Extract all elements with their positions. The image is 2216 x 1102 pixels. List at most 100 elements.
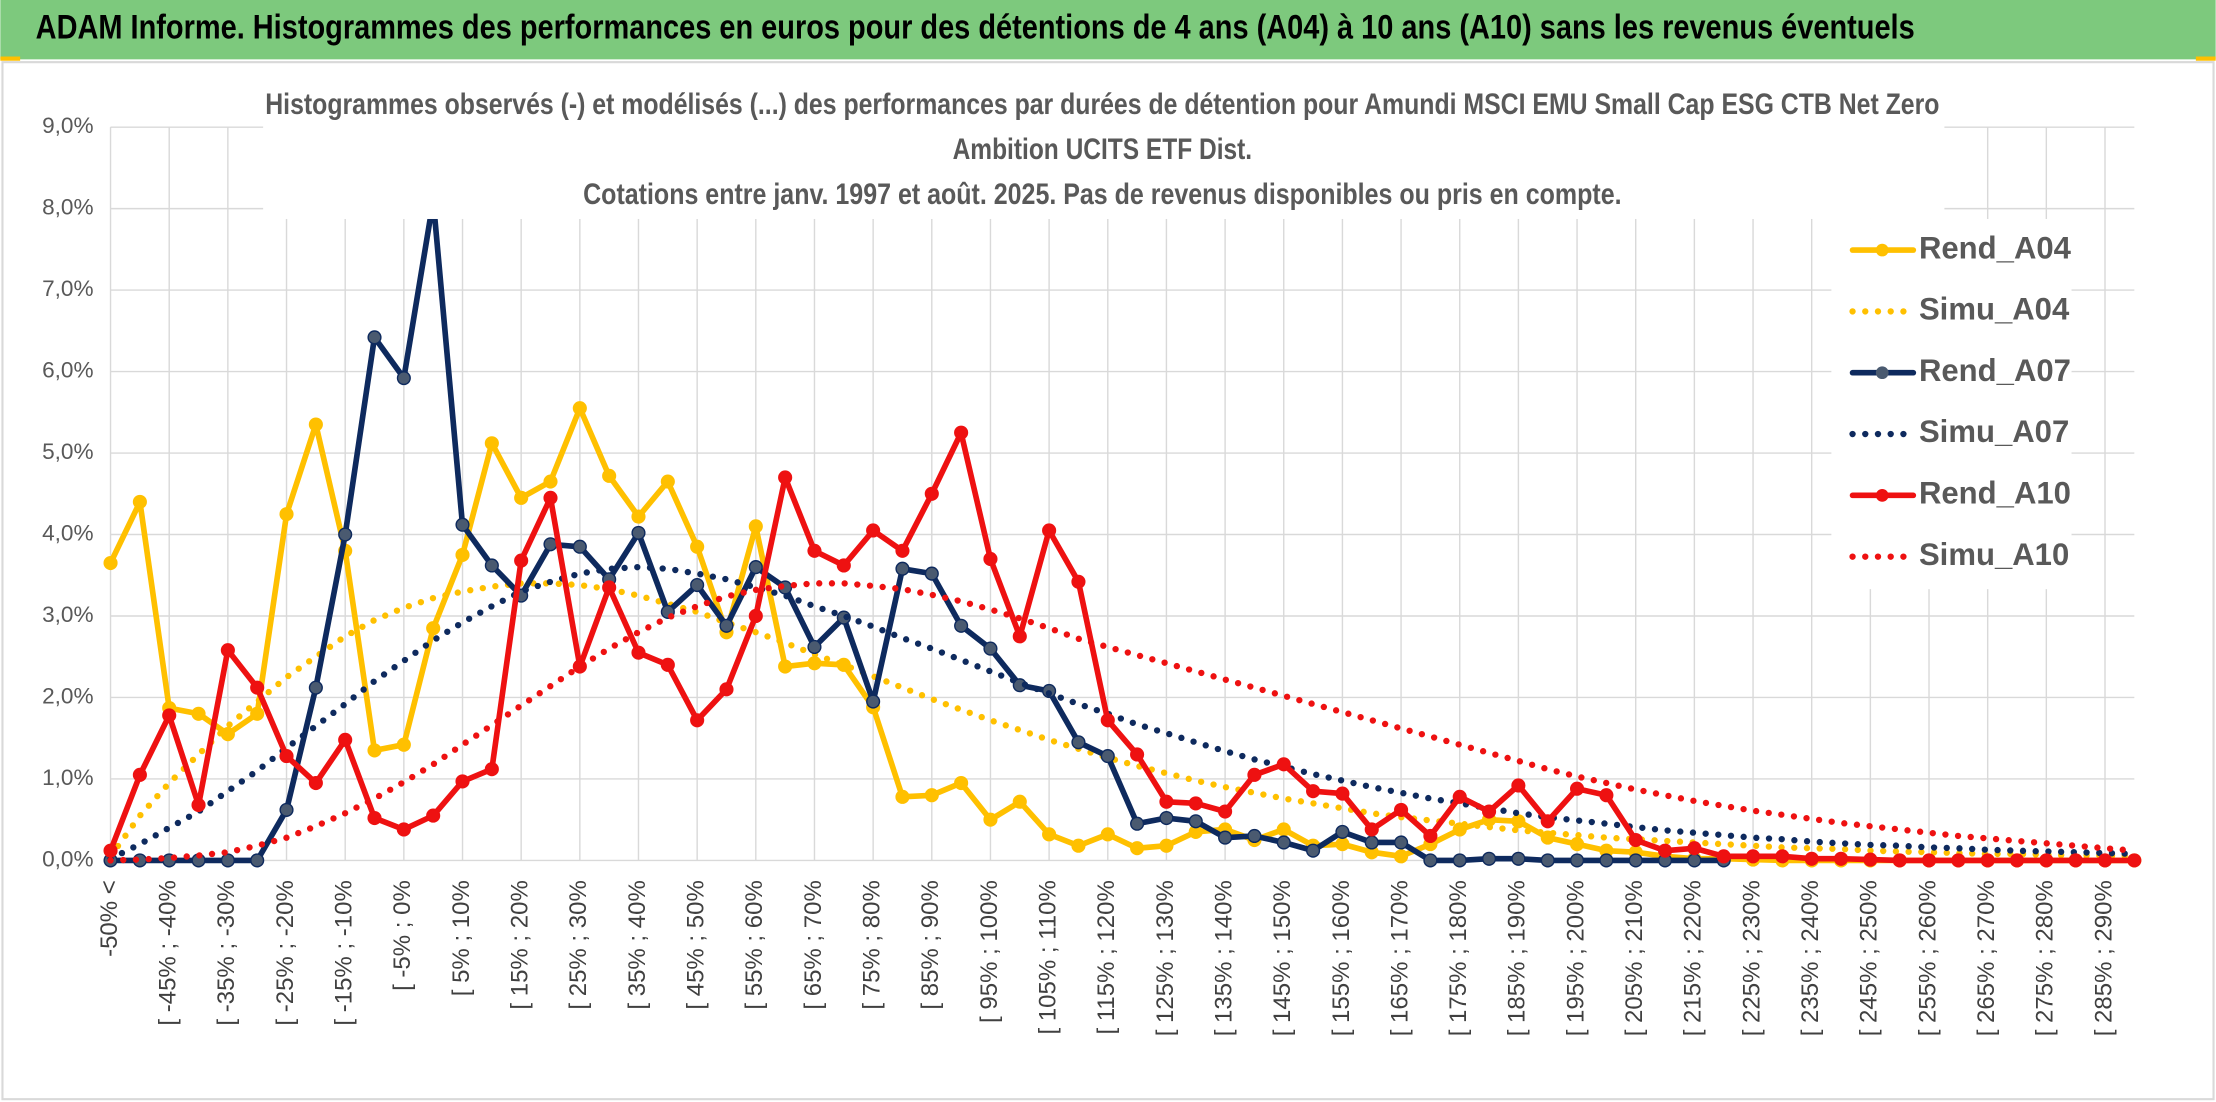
y-tick-label: 4,0% xyxy=(42,520,94,545)
data-point xyxy=(1482,851,1497,866)
data-point xyxy=(1276,757,1291,772)
x-tick-label: [ 105% ; 110% xyxy=(1034,880,1061,1034)
data-point xyxy=(1071,838,1086,853)
data-point xyxy=(1540,853,1555,868)
data-point xyxy=(1218,804,1233,819)
data-point xyxy=(836,558,851,573)
x-tick-label: [ 65% ; 70% xyxy=(800,880,827,1009)
series-line xyxy=(107,405,2138,864)
y-tick-label: 9,0% xyxy=(42,113,94,138)
x-tick-label: [ 165% ; 170% xyxy=(1386,880,1413,1036)
data-point xyxy=(924,788,939,803)
data-point xyxy=(220,643,235,658)
legend-marker xyxy=(1875,488,1889,502)
data-point xyxy=(1745,849,1761,864)
y-tick-label: 8,0% xyxy=(42,195,94,220)
data-point xyxy=(250,680,265,695)
series-line xyxy=(107,563,2138,862)
data-point xyxy=(1394,802,1409,817)
x-tick-label: [ 135% ; 140% xyxy=(1210,880,1237,1036)
data-point xyxy=(279,507,294,522)
data-point xyxy=(895,561,910,576)
data-point xyxy=(455,547,470,562)
data-point xyxy=(543,490,558,505)
data-point xyxy=(1276,822,1291,837)
chart-border xyxy=(1,61,2215,1101)
data-point xyxy=(1100,749,1115,764)
x-tick-label: [ -45% ; -40% xyxy=(155,880,182,1025)
series-line xyxy=(107,580,2138,860)
data-point xyxy=(2127,853,2142,868)
data-point xyxy=(660,657,675,672)
data-point xyxy=(1687,853,1702,868)
corner-tab xyxy=(2195,56,2216,61)
overlay: Histogrammes observés (-) et modélisés (… xyxy=(263,81,2072,590)
data-point xyxy=(1159,838,1174,853)
data-point xyxy=(455,774,470,789)
data-point xyxy=(1071,574,1086,589)
data-point xyxy=(924,486,939,501)
y-tick-label: 0,0% xyxy=(42,846,94,871)
x-tick-label: [ 15% ; 20% xyxy=(507,880,534,1009)
data-point xyxy=(748,608,763,624)
x-tick-label: [ -35% ; -30% xyxy=(213,880,240,1025)
data-point xyxy=(1599,788,1614,803)
data-point xyxy=(924,566,939,581)
data-point xyxy=(1100,827,1115,842)
data-point xyxy=(778,470,793,485)
data-point xyxy=(191,797,206,813)
x-tick-label: [ 275% ; 280% xyxy=(2032,880,2059,1036)
x-tick-label: [ 85% ; 90% xyxy=(917,880,944,1009)
data-point xyxy=(1452,853,1467,868)
data-point xyxy=(1569,837,1585,852)
x-tick-label: [ -25% ; -20% xyxy=(272,880,299,1025)
y-tick-label: 5,0% xyxy=(42,439,94,464)
legend-label: Rend_A07 xyxy=(1919,353,2071,388)
x-tick-label: [ 215% ; 220% xyxy=(1680,880,1707,1036)
y-tick-label: 1,0% xyxy=(42,765,94,790)
data-point xyxy=(954,618,969,633)
data-point xyxy=(1863,852,1878,867)
data-point xyxy=(1364,822,1379,837)
data-point xyxy=(1687,841,1702,856)
data-point xyxy=(866,523,881,538)
x-tick-label: [ 205% ; 210% xyxy=(1621,880,1648,1036)
data-point xyxy=(132,767,147,782)
data-point xyxy=(1276,835,1291,850)
data-point xyxy=(719,682,734,697)
data-point xyxy=(895,543,910,558)
x-tick-label: [ -15% ; -10% xyxy=(331,880,358,1025)
data-point xyxy=(1364,835,1379,850)
data-point xyxy=(367,330,382,345)
data-point xyxy=(1833,851,1849,866)
data-point xyxy=(807,639,822,655)
data-point xyxy=(1100,713,1115,728)
x-tick-label: [ 75% ; 80% xyxy=(858,880,885,1009)
x-tick-label: [ 45% ; 50% xyxy=(682,880,709,1009)
x-tick-label: [ 255% ; 260% xyxy=(1914,880,1941,1036)
x-tick-label: [ 155% ; 160% xyxy=(1328,880,1355,1036)
x-tick-label: [ 35% ; 40% xyxy=(624,880,651,1009)
data-point xyxy=(1511,814,1526,829)
x-tick-label: [ 235% ; 240% xyxy=(1797,880,1824,1036)
data-point xyxy=(1071,735,1086,750)
data-point xyxy=(103,555,118,571)
y-tick-label: 3,0% xyxy=(42,602,94,627)
data-point xyxy=(690,539,705,554)
data-point xyxy=(1775,849,1790,864)
data-point xyxy=(426,621,441,636)
data-point xyxy=(1540,814,1555,829)
data-point xyxy=(103,843,118,858)
data-point xyxy=(543,474,558,489)
y-tick-label: 6,0% xyxy=(42,358,94,383)
data-point xyxy=(748,560,763,575)
header-title: ADAM Informe. Histogrammes des performan… xyxy=(36,9,1915,47)
data-point xyxy=(1159,794,1174,809)
data-point xyxy=(1335,837,1350,852)
data-point xyxy=(1042,523,1057,538)
y-tick-label: 7,0% xyxy=(42,276,94,301)
data-point xyxy=(2009,853,2025,868)
legend-label: Rend_A04 xyxy=(1919,230,2072,265)
data-point xyxy=(1335,824,1350,839)
